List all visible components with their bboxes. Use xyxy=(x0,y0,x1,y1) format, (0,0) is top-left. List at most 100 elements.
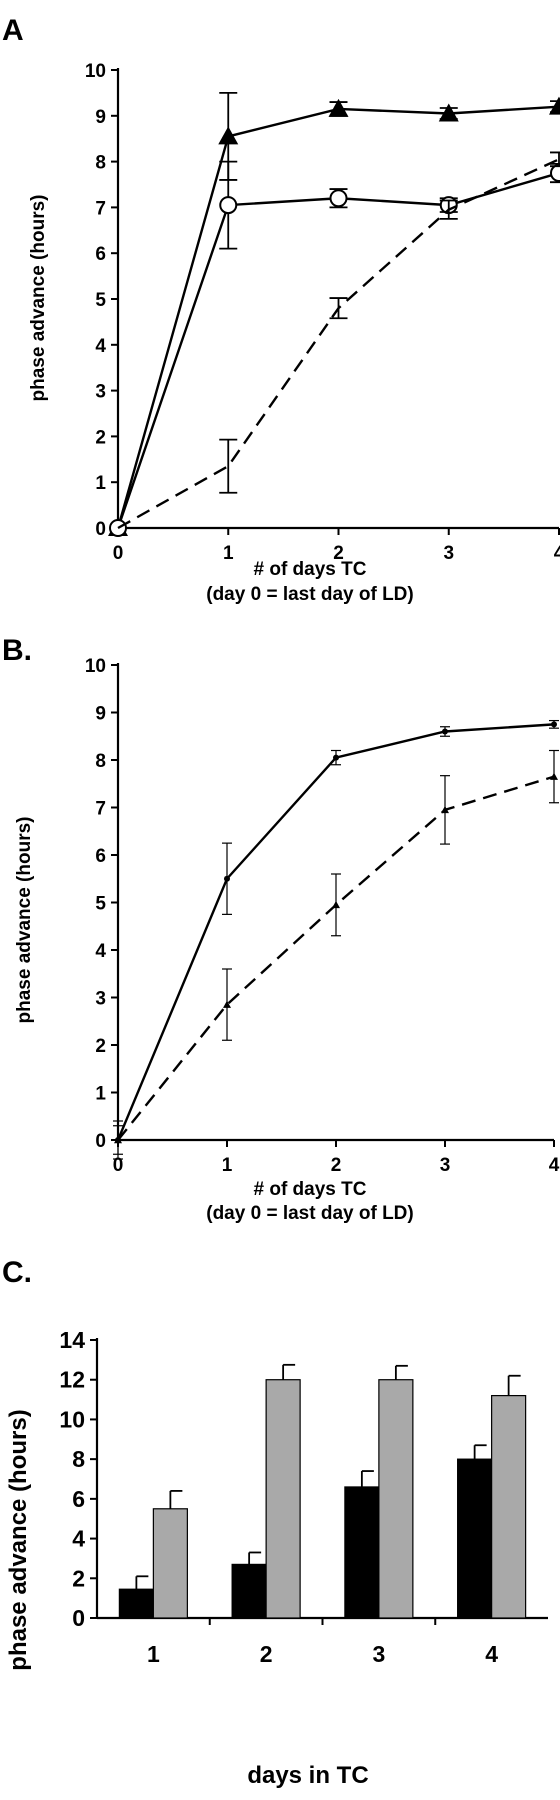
y-tick-label: 8 xyxy=(95,751,106,772)
y-tick-label: 5 xyxy=(95,290,106,311)
series-1-point xyxy=(224,875,230,882)
panel-b-tick-labels: 0 1 2 3 4 5 6 7 8 9 10 0 1 2 3 4 xyxy=(85,656,560,1176)
x-tick-label: 0 xyxy=(113,1155,124,1176)
y-tick-label: 0 xyxy=(72,1605,85,1631)
y-tick-label: 9 xyxy=(95,704,106,725)
panel-a: A 0 1 2 3 4 5 6 7 8 9 10 0 1 2 3 4 # of days TC (day 0 … xyxy=(2,14,560,605)
series-2-point xyxy=(550,772,558,780)
y-tick-label: 1 xyxy=(95,473,106,494)
series-1-error-bar xyxy=(360,1470,374,1487)
series-1-point xyxy=(549,96,560,115)
y-tick-label: 7 xyxy=(95,198,106,219)
panel-b: B. 0 1 2 3 4 5 6 7 8 9 10 0 1 2 3 4 # of days TC (day 0… xyxy=(2,634,560,1224)
y-tick-label: 2 xyxy=(95,1036,106,1057)
series-3-error-bar xyxy=(439,199,458,220)
series-2-point xyxy=(550,164,560,183)
x-tick-label: 1 xyxy=(147,1641,160,1667)
y-tick-label: 10 xyxy=(85,61,106,82)
y-tick-label: 5 xyxy=(95,894,106,915)
series-3-error-bar xyxy=(550,151,560,168)
series-1-point xyxy=(333,754,339,761)
y-tick-label: 14 xyxy=(59,1327,85,1353)
series-2-error-bar xyxy=(169,1490,183,1509)
x-tick-label: 1 xyxy=(223,543,234,564)
y-tick-label: 8 xyxy=(72,1446,85,1472)
series-1-point xyxy=(218,126,239,145)
y-tick-label: 9 xyxy=(95,107,106,128)
y-tick-label: 10 xyxy=(85,656,106,677)
series-2-point xyxy=(332,900,340,909)
series-1-bar xyxy=(457,1458,493,1619)
series-1-point xyxy=(551,721,557,728)
x-tick-label: 1 xyxy=(222,1155,233,1176)
y-tick-label: 3 xyxy=(95,382,106,403)
series-2-error-bar xyxy=(282,1363,296,1380)
panel-c-label: C. xyxy=(2,1256,32,1289)
y-tick-label: 3 xyxy=(95,989,106,1010)
x-tick-label: 3 xyxy=(443,543,454,564)
series-1-point xyxy=(438,103,459,122)
panel-c-xlabel: days in TC xyxy=(247,1762,368,1789)
series-2-point xyxy=(223,1000,231,1008)
series-2-point xyxy=(329,189,348,208)
panel-a-axes xyxy=(111,68,560,535)
y-tick-label: 0 xyxy=(95,1131,106,1152)
series-1-error-bar xyxy=(135,1575,149,1590)
series-3-error-bar xyxy=(219,438,238,494)
y-tick-label: 0 xyxy=(95,519,106,540)
series-1-bar xyxy=(344,1486,380,1619)
series-2-line xyxy=(117,775,555,1141)
series-1-point xyxy=(328,98,349,117)
panel-a-plot xyxy=(108,92,560,537)
x-tick-label: 2 xyxy=(331,1155,342,1176)
x-tick-label: 4 xyxy=(554,543,560,564)
panel-a-ylabel: phase advance (hours) xyxy=(28,195,49,402)
y-tick-label: 4 xyxy=(72,1526,85,1552)
y-tick-label: 10 xyxy=(59,1406,85,1432)
x-tick-label: 3 xyxy=(440,1155,451,1176)
series-2-bar xyxy=(152,1508,188,1619)
y-tick-label: 6 xyxy=(95,244,106,265)
series-1-error-bar xyxy=(473,1444,487,1460)
y-tick-label: 8 xyxy=(95,153,106,174)
panel-a-label: A xyxy=(2,14,24,47)
y-tick-label: 7 xyxy=(95,799,106,820)
panel-b-xlabel-note: (day 0 = last day of LD) xyxy=(206,1203,413,1224)
series-2-bar xyxy=(265,1379,301,1619)
x-tick-label: 2 xyxy=(333,543,344,564)
panel-c-plot xyxy=(118,1363,527,1619)
series-2-point xyxy=(219,196,238,215)
series-1-point xyxy=(442,728,448,735)
panel-c-ylabel: phase advance (hours) xyxy=(5,1409,32,1670)
x-tick-label: 4 xyxy=(485,1641,498,1667)
y-tick-label: 4 xyxy=(95,336,106,357)
y-tick-label: 6 xyxy=(95,846,106,867)
y-tick-label: 2 xyxy=(72,1565,85,1591)
series-1-error-bar xyxy=(248,1551,262,1565)
series-2-error-bar xyxy=(394,1364,408,1380)
x-tick-label: 0 xyxy=(113,543,124,564)
x-tick-label: 4 xyxy=(549,1155,560,1176)
x-tick-label: 3 xyxy=(372,1641,385,1667)
panel-b-axes xyxy=(111,663,555,1147)
series-3-line xyxy=(117,158,560,530)
series-2-error-bar xyxy=(507,1374,521,1396)
y-tick-label: 4 xyxy=(95,941,106,962)
x-tick-label: 2 xyxy=(260,1641,273,1667)
panel-b-ylabel: phase advance (hours) xyxy=(14,817,35,1024)
panel-b-label: B. xyxy=(2,634,32,667)
series-2-point xyxy=(114,1136,122,1144)
y-tick-label: 6 xyxy=(72,1486,85,1512)
panel-b-xlabel: # of days TC xyxy=(254,1179,367,1200)
series-2-line xyxy=(116,171,560,529)
panel-a-tick-labels: 0 1 2 3 4 5 6 7 8 9 10 0 1 2 3 4 xyxy=(85,61,560,564)
series-1-bar xyxy=(231,1563,267,1619)
y-tick-label: 2 xyxy=(95,427,106,448)
panel-a-xlabel: # of days TC xyxy=(254,559,367,580)
series-2-bar xyxy=(491,1394,527,1619)
series-2-bar xyxy=(378,1379,414,1619)
series-2-point xyxy=(441,805,449,814)
